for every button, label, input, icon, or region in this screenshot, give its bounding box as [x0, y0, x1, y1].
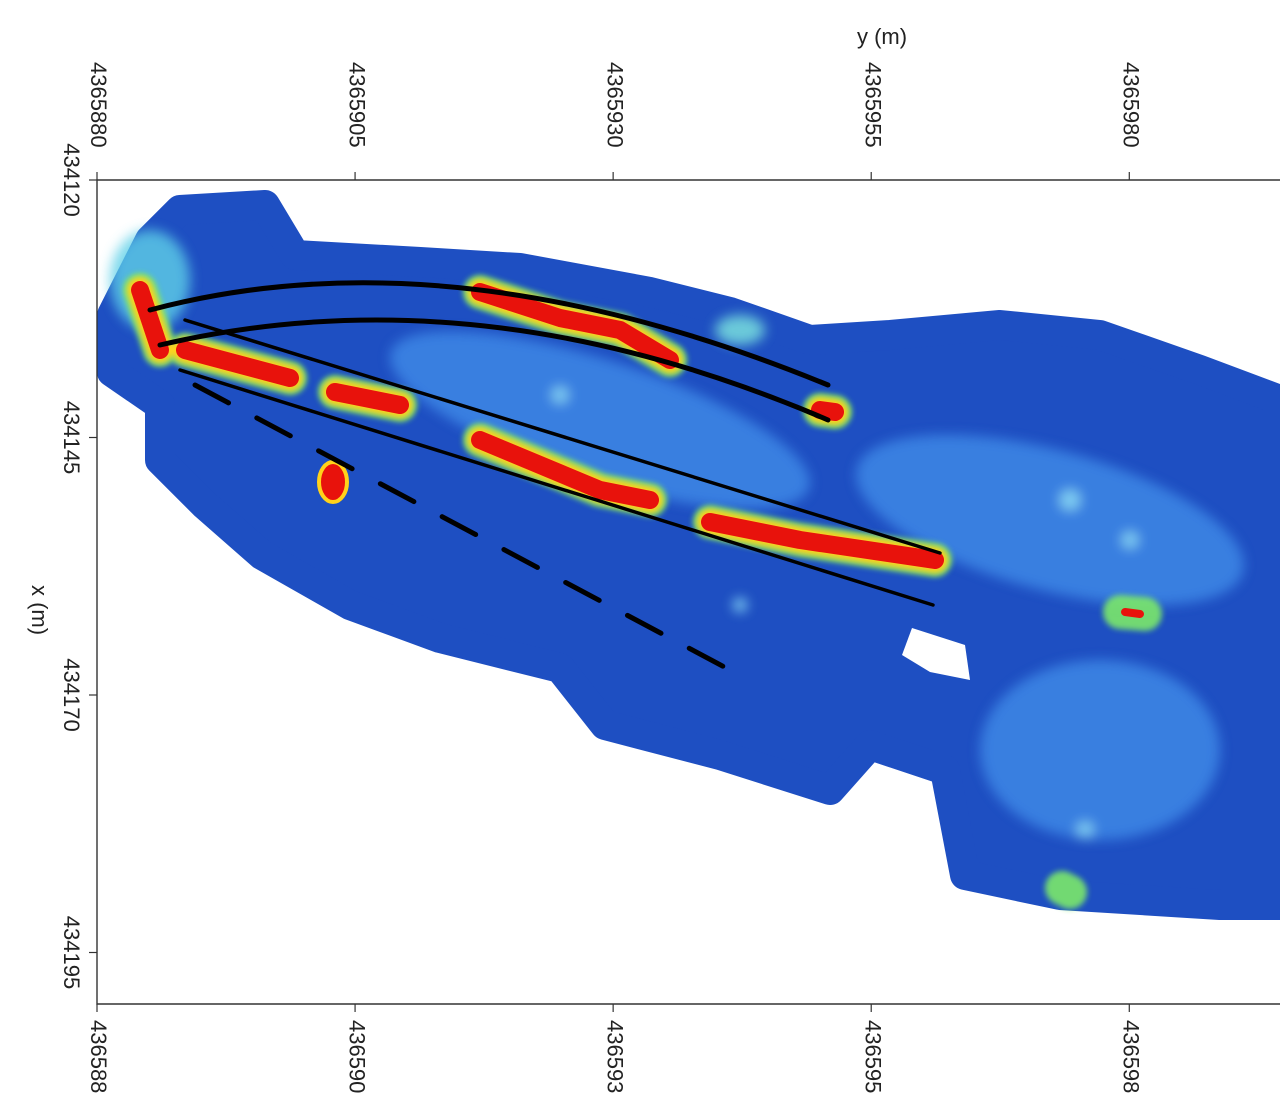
data-gap	[902, 628, 970, 680]
x-tick-label: 4365955	[860, 62, 885, 148]
x-tick-label: 4365980	[1118, 62, 1143, 148]
x-tick-label: 4365905	[344, 62, 369, 148]
plot-frame	[96, 179, 1280, 1005]
hot-spot	[317, 460, 349, 504]
y-tick-label: 434195	[59, 916, 84, 989]
y-tick-label: 434170	[59, 658, 84, 731]
y-tick-label: 434145	[59, 401, 84, 474]
x2-tick-label: 436590	[344, 1020, 369, 1093]
x-tick-label: 4365930	[602, 62, 627, 148]
heatmap-layer	[97, 190, 1280, 920]
x2-tick-label: 436595	[860, 1020, 885, 1093]
x-axis-label: y (m)	[857, 24, 907, 49]
light-patches	[110, 230, 1245, 840]
interpretation-lines	[147, 280, 942, 681]
x2-tick-label: 436598	[1118, 1020, 1143, 1093]
x2-tick-label: 436593	[602, 1020, 627, 1093]
hot-streaks	[123, 273, 1162, 909]
y-axis-label: x (m)	[27, 585, 52, 635]
x2-tick-label: 436588	[86, 1020, 111, 1093]
x-tick-label: 4365880	[86, 62, 111, 148]
y-tick-label: 434120	[59, 143, 84, 216]
